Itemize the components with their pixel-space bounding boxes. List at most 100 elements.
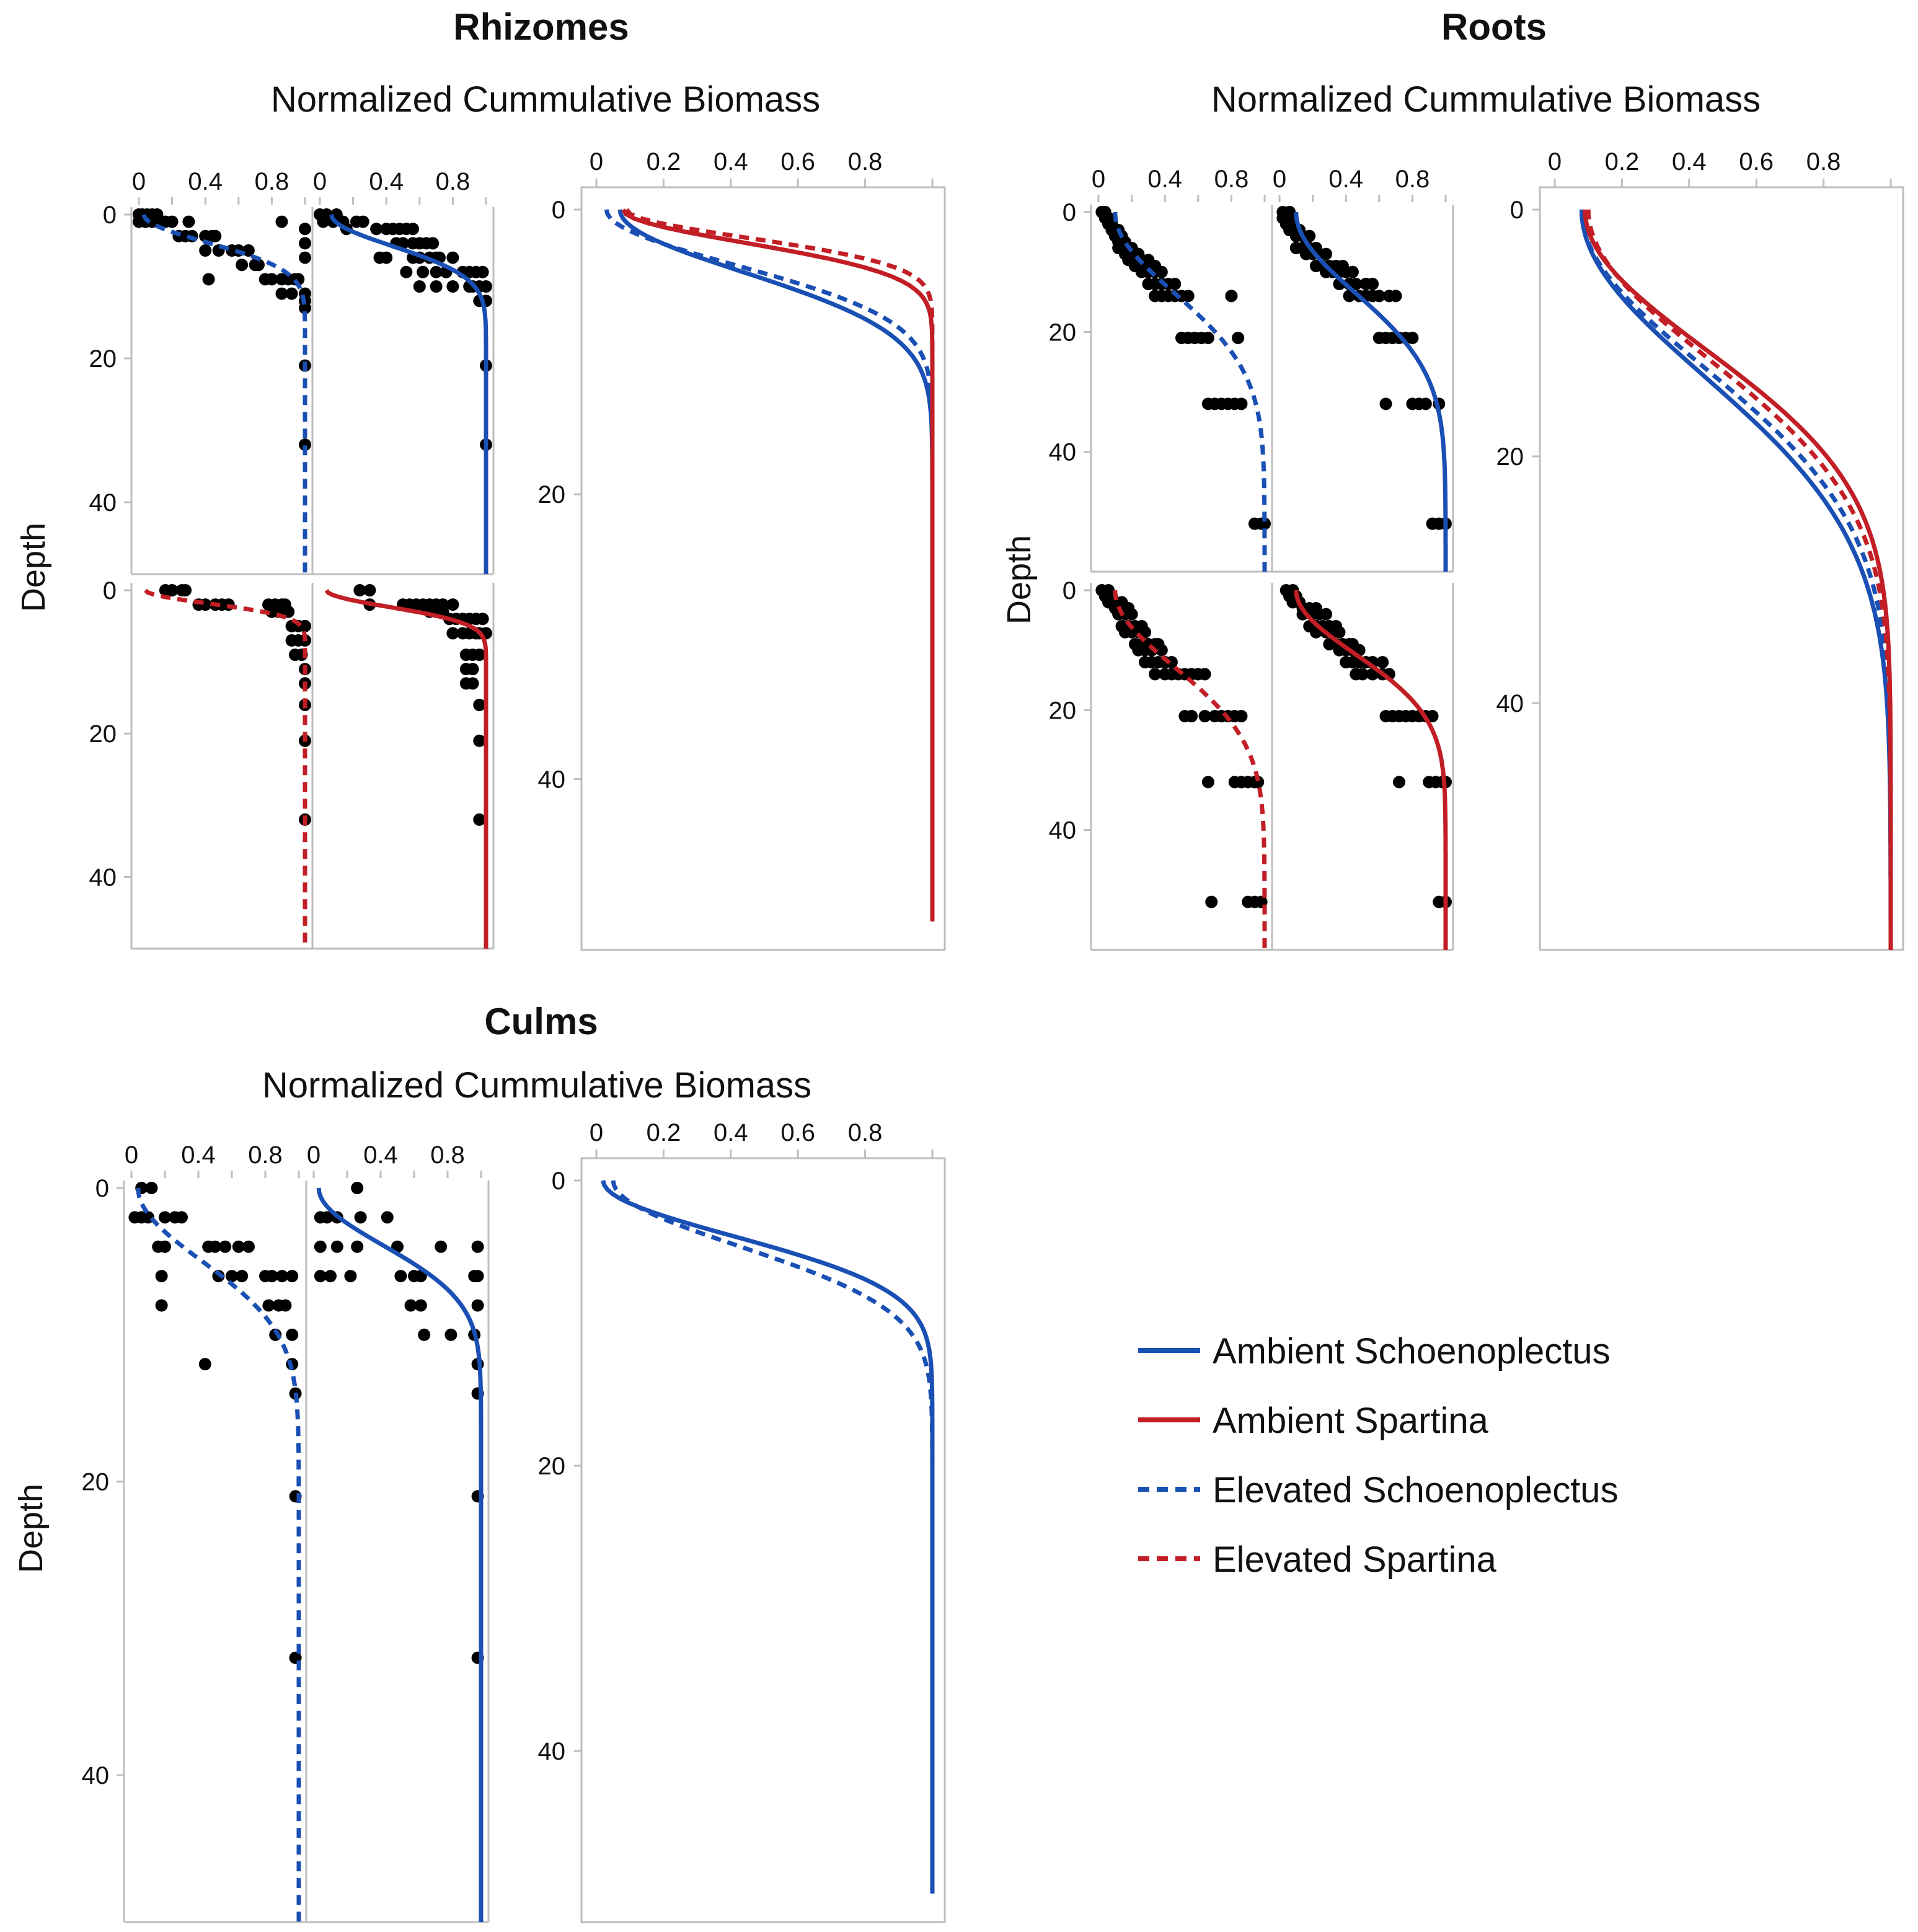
- data-point: [344, 1270, 357, 1283]
- x-tick-label: 0: [590, 148, 603, 175]
- x-tick-label: 0: [313, 168, 327, 195]
- data-point: [262, 1299, 275, 1312]
- rhizomes-y-label: Depth: [15, 523, 52, 612]
- data-point: [473, 813, 486, 826]
- fit-curve: [1113, 590, 1267, 950]
- data-point: [1165, 656, 1178, 668]
- data-point: [209, 1240, 221, 1253]
- y-tick-label: 20: [82, 1469, 110, 1496]
- summary-frame: [580, 186, 946, 951]
- data-point: [1155, 644, 1168, 657]
- x-tick-label: 0: [132, 168, 146, 195]
- data-point: [1205, 895, 1218, 908]
- data-point: [471, 1270, 484, 1283]
- cell-ambient-schoenoplectus: 0 0.4 0.8: [305, 1141, 490, 1923]
- data-point: [242, 244, 255, 257]
- legend-item-ambient-schoenoplectus: Ambient Schoenoplectus: [1138, 1331, 1611, 1371]
- roots-subtitle: Normalized Cummulative Biomass: [1211, 79, 1761, 120]
- data-point: [446, 627, 459, 640]
- cell-ambient-spartina: [311, 583, 495, 950]
- x-tick-label: 0.6: [780, 1119, 815, 1146]
- x-tick-label: 0.6: [780, 148, 815, 175]
- legend-label: Ambient Schoenoplectus: [1213, 1331, 1611, 1371]
- data-point: [182, 215, 195, 228]
- data-point: [299, 251, 311, 264]
- x-tick-label: 0: [590, 1119, 603, 1146]
- data-point: [1372, 290, 1385, 303]
- data-point: [1125, 608, 1138, 621]
- x-tick-label: 0: [125, 1141, 138, 1169]
- legend-item-ambient-spartina: Ambient Spartina: [1138, 1401, 1489, 1441]
- summary-curve-elevated-schoenoplectus: [604, 209, 935, 922]
- y-tick-label: 20: [1049, 697, 1077, 724]
- data-point: [380, 251, 393, 264]
- data-point: [1198, 668, 1211, 681]
- x-tick-label: 0.2: [647, 148, 681, 175]
- data-point: [259, 1270, 272, 1283]
- data-point: [404, 1299, 417, 1312]
- y-tick-label: 20: [89, 345, 117, 373]
- summary-curve-elevated-spartina: [1586, 209, 1893, 950]
- legend-label: Elevated Schoenoplectus: [1213, 1470, 1619, 1510]
- data-point: [1426, 710, 1439, 722]
- data-point: [466, 663, 479, 676]
- data-point: [299, 438, 311, 451]
- summary-plot: 0 0.2 0.4 0.6 0.8 0 20 40: [538, 148, 946, 951]
- fit-curve: [316, 1187, 484, 1922]
- summary-plot: 0 0.2 0.4 0.6 0.8 0 20 40: [1496, 148, 1904, 951]
- x-tick-label: 0.4: [181, 1141, 216, 1169]
- fit-curve: [1294, 211, 1448, 572]
- data-point: [299, 223, 311, 236]
- x-tick-label: 0.4: [714, 1119, 748, 1146]
- culms-title: Culms: [484, 1001, 598, 1042]
- data-point: [446, 280, 459, 293]
- y-tick-label: 0: [1510, 197, 1524, 224]
- data-point: [286, 1328, 299, 1341]
- data-point: [155, 1299, 168, 1312]
- cell-elevated-spartina: 0 20 40: [89, 577, 314, 950]
- data-point: [175, 1211, 188, 1224]
- x-tick-label: 0.4: [1147, 166, 1182, 193]
- data-point: [275, 287, 288, 300]
- data-point: [471, 1299, 484, 1312]
- y-tick-label: 20: [1049, 319, 1077, 346]
- data-point: [299, 619, 311, 632]
- y-tick-label: 40: [82, 1762, 110, 1789]
- data-point: [282, 605, 295, 618]
- data-point: [414, 1299, 427, 1312]
- cell-elevated-schoenoplectus: 0 0.4 0.8 0 20 40: [89, 168, 314, 575]
- data-point: [1258, 517, 1271, 530]
- y-tick-label: 0: [1063, 577, 1076, 605]
- data-point: [430, 280, 443, 293]
- y-tick-label: 0: [1063, 199, 1076, 226]
- roots-panel: Roots Normalized Cummulative Biomass Dep…: [1001, 6, 1904, 951]
- x-tick-label: 0.8: [255, 168, 289, 195]
- data-point: [351, 1182, 364, 1194]
- summary-curve-elevated-schoenoplectus: [1579, 209, 1893, 950]
- y-tick-label: 40: [1049, 817, 1077, 844]
- legend-label: Ambient Spartina: [1213, 1401, 1489, 1441]
- cell-ambient-schoenoplectus: 0 0.4 0.8: [311, 168, 495, 575]
- data-point: [1419, 397, 1432, 410]
- y-tick-label: 40: [1049, 439, 1077, 466]
- data-point: [265, 273, 278, 286]
- data-point: [317, 215, 330, 228]
- roots-title: Roots: [1441, 6, 1547, 48]
- legend: Ambient Schoenoplectus Ambient Spartina …: [1138, 1331, 1619, 1580]
- data-point: [435, 1240, 448, 1253]
- y-tick-label: 40: [89, 489, 117, 516]
- culms-y-label: Depth: [12, 1484, 50, 1573]
- data-point: [285, 287, 298, 300]
- data-point: [1376, 656, 1389, 668]
- summary-curve-ambient-spartina: [1583, 209, 1893, 950]
- data-point: [417, 265, 430, 278]
- legend-label: Elevated Spartina: [1213, 1540, 1497, 1580]
- data-point: [471, 1240, 484, 1253]
- data-point: [1350, 278, 1363, 290]
- legend-item-elevated-spartina: Elevated Spartina: [1138, 1540, 1497, 1580]
- y-tick-label: 20: [1496, 443, 1524, 471]
- data-point: [199, 244, 212, 257]
- rhizomes-panel: Rhizomes Normalized Cummulative Biomass …: [15, 6, 946, 951]
- x-tick-label: 0.6: [1739, 148, 1774, 175]
- x-tick-label: 0: [307, 1141, 320, 1169]
